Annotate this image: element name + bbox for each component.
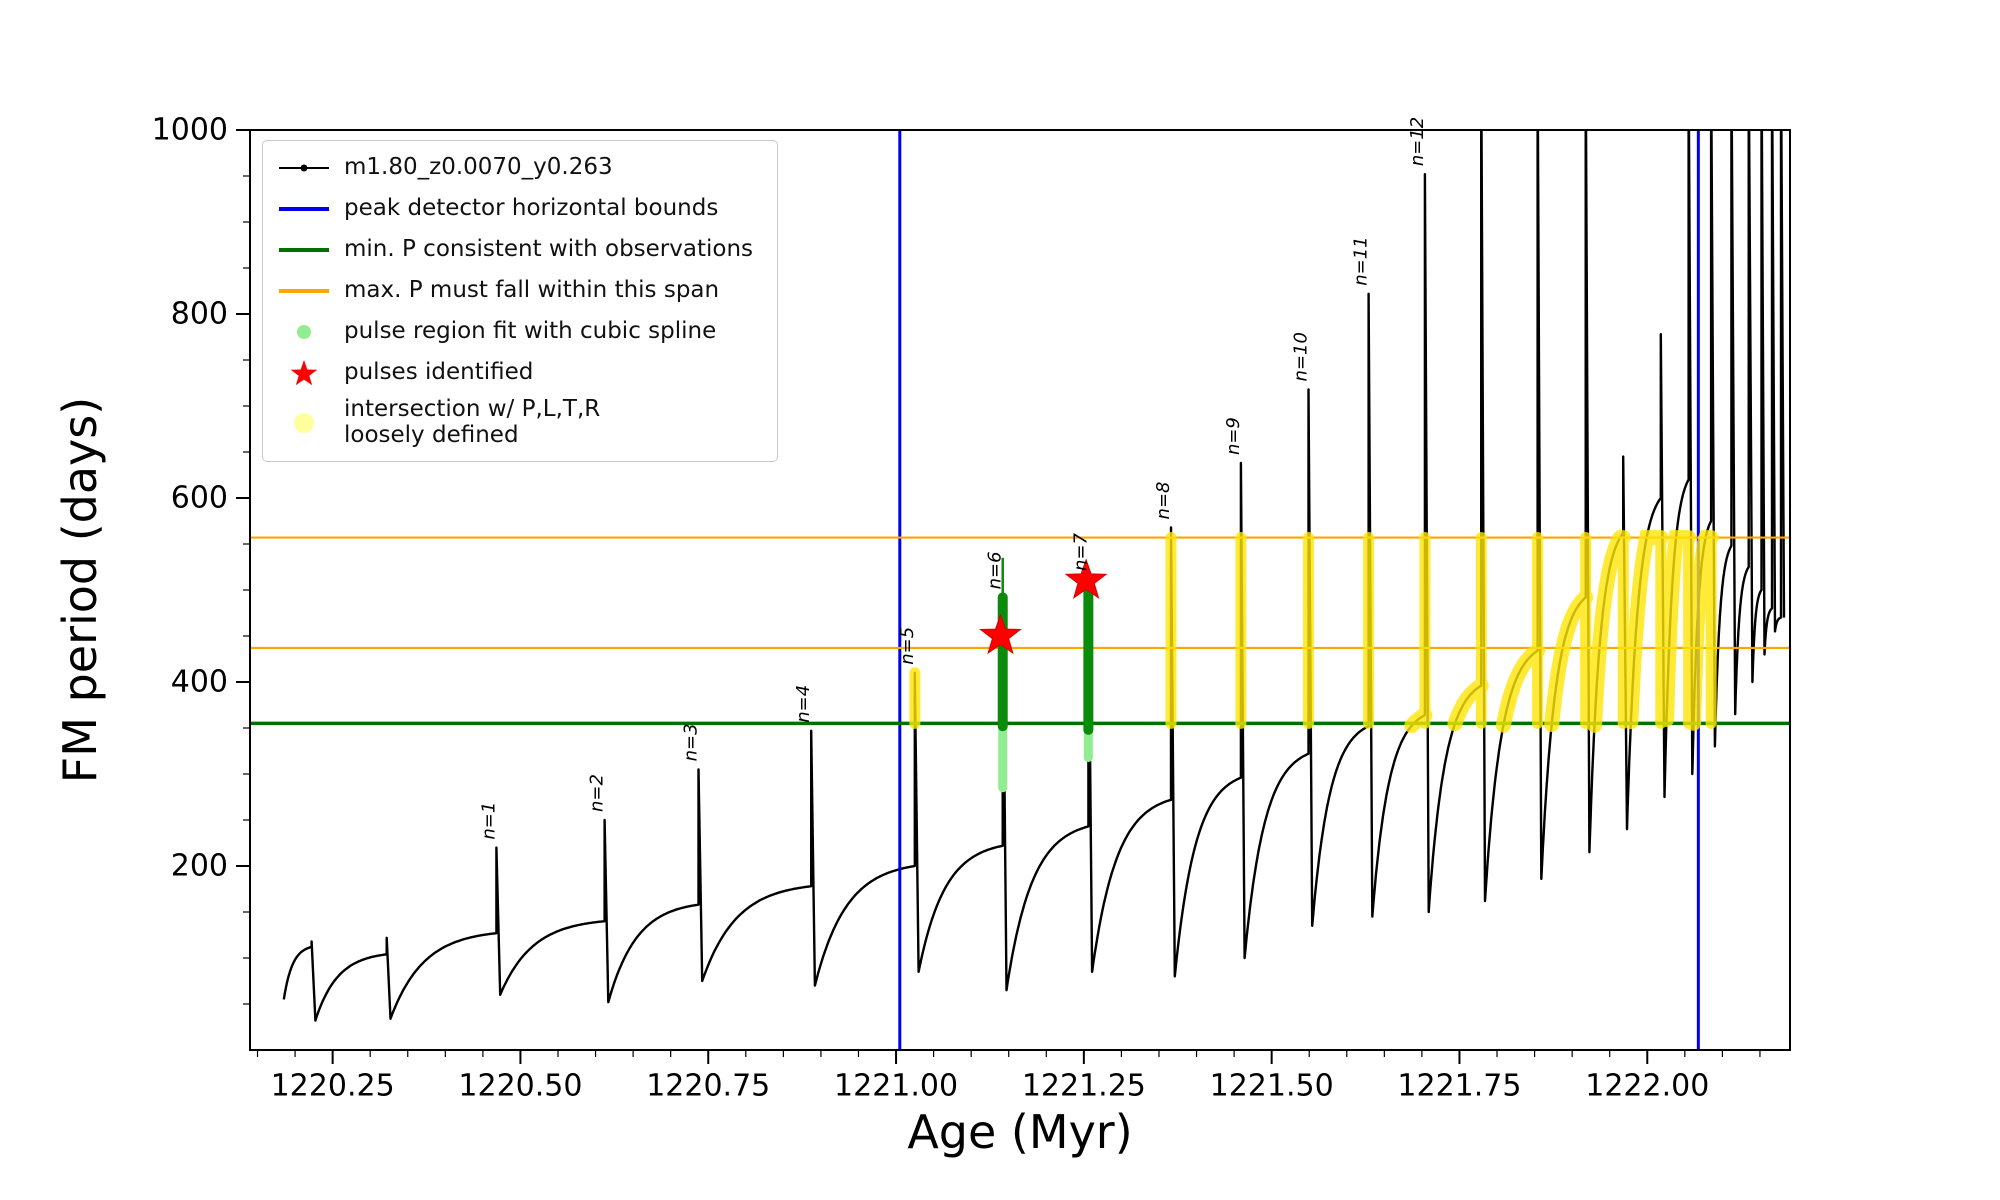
y-tick-label: 400 [171,665,228,700]
x-tick-label: 1221.25 [1022,1069,1146,1104]
legend-entry-label: max. P must fall within this span [344,277,720,304]
intersection-dot-icon [277,406,331,440]
pulse-number-labels: n=1 n=2 n=3 n=4 n=5 n=6 n=7 n=8 n=9 n=10 n=11 n=12 [478,117,1428,840]
y-tick-label: 200 [171,849,228,884]
pulse-n-label: n=6 [985,551,1006,589]
legend-entry-label: peak detector horizontal bounds [344,195,719,222]
legend-entry: min. P consistent with observations [277,233,753,267]
intersection-markers [909,530,1719,734]
pulse-n-label: n=12 [1407,117,1428,166]
intersection-arc [1544,589,1594,732]
legend-entry: pulse region fit with cubic spline [277,315,753,349]
legend-entry: intersection w/ P,L,T,R loosely defined [277,396,753,449]
legend-entry: max. P must fall within this span [277,274,753,308]
spline-dot-icon [277,315,331,349]
intersection-arc [1495,643,1546,733]
pulse-n-label: n=7 [1070,532,1091,570]
legend-entry: pulses identified [277,356,753,390]
x-tick-label: 1221.75 [1397,1069,1521,1104]
max-line-icon [277,274,331,308]
legend-entry-label: pulse region fit with cubic spline [344,318,717,345]
x-tick-label: 1222.00 [1585,1069,1709,1104]
pulse-star [1064,558,1108,600]
axes: 1220.25 1220.50 1220.75 1221.00 1221.25 1221.… [152,113,1761,1104]
bound-line-icon [277,192,331,226]
x-tick-label: 1220.25 [271,1069,395,1104]
legend-entry: peak detector horizontal bounds [277,192,753,226]
plot-frame [249,129,1791,1051]
legend-entry-label: pulses identified [344,359,534,386]
pulse-n-label: n=11 [1351,236,1372,285]
pulse-n-label: n=3 [680,723,701,761]
pulse-n-label: n=4 [793,685,814,723]
x-tick-label: 1221.00 [834,1069,958,1104]
legend-entry-label: min. P consistent with observations [344,236,754,263]
legend-entry: m1.80_z0.0070_y0.263 [277,151,753,185]
pulse-n-label: n=10 [1290,332,1311,381]
series-line-icon [277,151,331,185]
pulse-n-label: n=1 [478,802,499,840]
x-tick-label: 1220.75 [646,1069,770,1104]
legend-entry-label: m1.80_z0.0070_y0.263 [344,154,613,181]
pulse-n-label: n=5 [897,627,918,665]
y-axis-label: FM period (days) [53,396,107,784]
pulse-n-label: n=2 [587,774,608,812]
spline-fit-regions [997,557,1094,793]
fm-period-track [282,130,1786,1022]
legend-entry-label: intersection w/ P,L,T,R loosely defined [344,396,601,448]
y-tick-label: 1000 [152,113,228,148]
x-tick-label: 1220.50 [458,1069,582,1104]
y-tick-label: 800 [171,297,228,332]
pulse-star [979,613,1022,655]
pulse-star-icon [277,356,331,390]
pulse-n-label: n=9 [1223,417,1244,455]
y-tick-label: 600 [171,481,228,516]
x-axis-label: Age (Myr) [907,1105,1133,1159]
plot-area [250,130,1790,1050]
min-line-icon [277,233,331,267]
x-tick-label: 1221.50 [1210,1069,1334,1104]
pulse-n-label: n=8 [1153,481,1174,519]
